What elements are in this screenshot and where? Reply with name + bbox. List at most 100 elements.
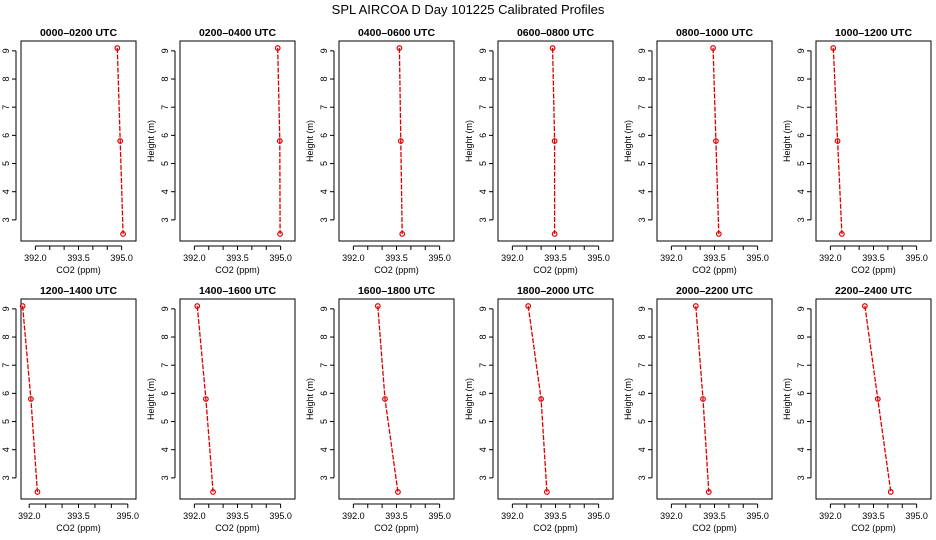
panel-title: 2200–2400 UTC: [835, 285, 912, 297]
y-axis-label: Height (m): [464, 378, 474, 420]
plot-frame: [179, 40, 296, 242]
y-tick-label: 5: [637, 419, 647, 424]
plot-frame: [656, 298, 773, 500]
y-tick-label: 4: [1, 447, 11, 452]
y-tick-label: 6: [478, 133, 488, 138]
profile-line: [695, 305, 710, 493]
profile-point: [543, 489, 550, 495]
y-tick-label: 7: [319, 363, 329, 368]
y-tick-label: 8: [160, 335, 170, 340]
y-tick-label: 5: [478, 419, 488, 424]
x-tick-label: 392.0: [24, 253, 47, 263]
y-tick-label: 4: [796, 447, 806, 452]
x-axis-label: CO2 (ppm): [533, 265, 578, 275]
plot-frame: [179, 298, 296, 500]
y-tick-label: 4: [478, 189, 488, 194]
y-axis-label: Height (m): [464, 120, 474, 162]
y-tick-label: 8: [319, 335, 329, 340]
x-tick-label: 395.0: [117, 511, 140, 521]
y-tick-label: 3: [796, 217, 806, 222]
y-tick-label: 7: [160, 105, 170, 110]
panel-title: 0400–0600 UTC: [358, 27, 435, 39]
y-tick-label: 9: [478, 48, 488, 53]
y-tick-label: 7: [796, 105, 806, 110]
profile-panel: 0400–0600 UTC 392.0 393.5 395.0 CO2 (ppm) 3 4 5…: [305, 27, 455, 275]
plot-frame: [815, 298, 932, 500]
panel-title: 1600–1800 UTC: [358, 285, 435, 297]
x-tick-label: 392.0: [660, 253, 683, 263]
y-tick-label: 4: [160, 447, 170, 452]
y-tick-label: 5: [319, 419, 329, 424]
profile-panel: 0600–0800 UTC 392.0 393.5 395.0 CO2 (ppm) 3 4 5…: [464, 27, 614, 275]
y-axis-label: Height (m): [146, 120, 156, 162]
y-tick-label: 5: [319, 161, 329, 166]
profile-point: [874, 396, 881, 402]
y-tick-label: 5: [1, 161, 11, 166]
x-tick-label: 393.5: [226, 253, 249, 263]
y-tick-label: 7: [160, 363, 170, 368]
y-tick-label: 9: [796, 48, 806, 53]
profile-point: [117, 138, 124, 144]
y-tick-label: 6: [637, 133, 647, 138]
y-axis-label: Height (m): [782, 120, 792, 162]
y-tick-label: 4: [796, 189, 806, 194]
y-tick-label: 9: [478, 306, 488, 311]
y-tick-label: 4: [160, 189, 170, 194]
profile-point: [194, 303, 201, 309]
profile-line: [196, 305, 214, 493]
y-tick-label: 3: [1, 217, 11, 222]
profile-point: [34, 489, 41, 495]
y-tick-label: 3: [478, 475, 488, 480]
y-tick-label: 9: [1, 48, 11, 53]
y-tick-label: 8: [1, 335, 11, 340]
profile-panel: 1600–1800 UTC 392.0 393.5 395.0 CO2 (ppm) 3 4 5…: [305, 285, 455, 533]
y-tick-label: 8: [637, 335, 647, 340]
y-tick-label: 8: [796, 335, 806, 340]
y-tick-label: 9: [637, 48, 647, 53]
y-tick-label: 9: [160, 306, 170, 311]
profile-panel: 1200–1400 UTC 392.0 393.5 395.0 CO2 (ppm) 3 4 5…: [1, 285, 140, 533]
profile-line: [21, 305, 39, 493]
x-tick-label: 393.5: [703, 511, 726, 521]
y-tick-label: 5: [160, 161, 170, 166]
profile-panel: 1000–1200 UTC 392.0 393.5 395.0 CO2 (ppm) 3 4 5…: [782, 27, 932, 275]
profile-point: [700, 396, 706, 402]
profile-point: [551, 231, 558, 237]
panel-title: 0800–1000 UTC: [676, 27, 753, 39]
x-tick-label: 393.5: [544, 253, 567, 263]
x-axis-label: CO2 (ppm): [374, 265, 419, 275]
y-tick-label: 4: [637, 447, 647, 452]
y-tick-label: 6: [160, 133, 170, 138]
x-axis-label: CO2 (ppm): [851, 265, 896, 275]
y-tick-label: 3: [796, 475, 806, 480]
profile-panel: 2000–2200 UTC 392.0 393.5 395.0 CO2 (ppm) 3 4 5…: [623, 285, 773, 533]
plot-frame: [338, 40, 455, 242]
x-axis-label: CO2 (ppm): [533, 523, 578, 533]
profile-line: [377, 305, 399, 493]
x-axis-label: CO2 (ppm): [374, 523, 419, 533]
y-tick-label: 8: [160, 77, 170, 82]
y-tick-label: 4: [319, 447, 329, 452]
profile-point: [277, 231, 283, 237]
y-tick-label: 6: [478, 391, 488, 396]
y-tick-label: 8: [478, 335, 488, 340]
y-tick-label: 3: [319, 475, 329, 480]
figure-title: SPL AIRCOA D Day 101225 Calibrated Profi…: [332, 2, 605, 17]
plot-frame: [656, 40, 773, 242]
profile-point: [887, 489, 894, 495]
plot-frame: [338, 298, 455, 500]
x-axis-label: CO2 (ppm): [692, 265, 737, 275]
y-tick-label: 7: [319, 105, 329, 110]
y-tick-label: 6: [160, 391, 170, 396]
profile-point: [114, 45, 121, 51]
profile-point: [382, 396, 388, 402]
profile-line: [551, 47, 556, 234]
profile-point: [120, 231, 126, 237]
profile-point: [834, 138, 841, 144]
panel-title: 1400–1600 UTC: [199, 285, 276, 297]
y-tick-label: 9: [796, 306, 806, 311]
x-axis-label: CO2 (ppm): [56, 523, 101, 533]
y-tick-label: 5: [478, 161, 488, 166]
y-tick-label: 6: [637, 391, 647, 396]
